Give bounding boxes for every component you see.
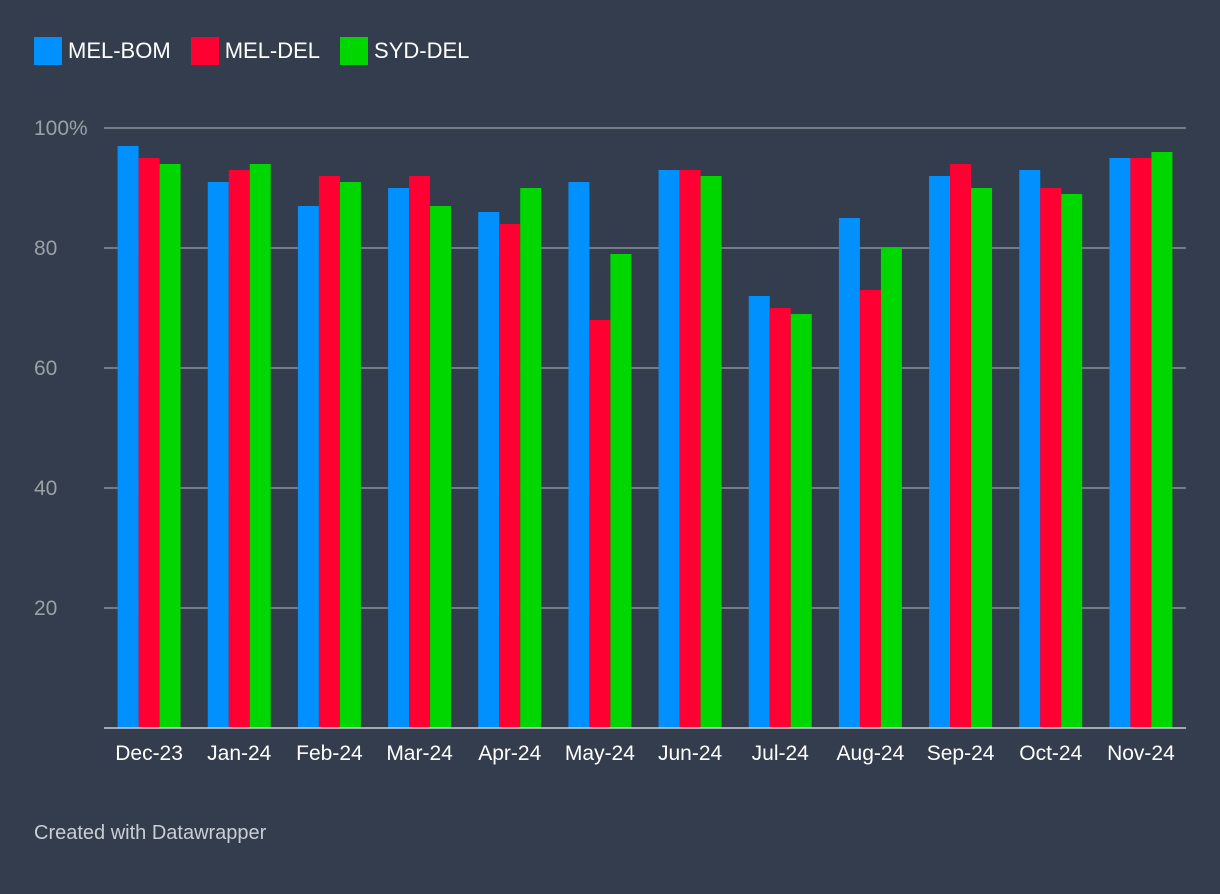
bar bbox=[159, 164, 181, 728]
legend-swatch bbox=[34, 37, 62, 65]
bar bbox=[117, 146, 139, 728]
bar bbox=[478, 212, 500, 728]
bar bbox=[297, 206, 319, 728]
bar bbox=[318, 176, 340, 728]
y-tick-label: 20 bbox=[34, 597, 57, 620]
bar bbox=[658, 170, 680, 728]
bar bbox=[228, 170, 250, 728]
x-tick-label: Feb-24 bbox=[296, 742, 363, 765]
bar bbox=[568, 182, 590, 728]
bar bbox=[929, 176, 951, 728]
bar bbox=[859, 290, 881, 728]
legend-item: MEL-DEL bbox=[190, 37, 321, 65]
bar bbox=[409, 176, 431, 728]
y-tick-label: 100% bbox=[34, 117, 88, 140]
x-tick-label: Dec-23 bbox=[115, 742, 183, 765]
legend-label: SYD-DEL bbox=[374, 38, 470, 63]
x-tick-label: Jun-24 bbox=[658, 742, 723, 765]
legend-swatch bbox=[190, 37, 219, 65]
bar bbox=[769, 308, 791, 728]
y-tick-label: 60 bbox=[34, 357, 57, 380]
x-tick-label: Jul-24 bbox=[752, 742, 810, 765]
x-tick-label: Mar-24 bbox=[386, 742, 453, 765]
x-tick-label: Aug-24 bbox=[837, 742, 905, 765]
bar bbox=[1130, 158, 1152, 728]
bar bbox=[430, 206, 452, 728]
bar bbox=[499, 224, 521, 728]
bar bbox=[207, 182, 229, 728]
bar bbox=[1019, 170, 1041, 728]
y-tick-label: 80 bbox=[34, 237, 57, 260]
bar bbox=[610, 254, 632, 728]
y-tick-label: 40 bbox=[34, 477, 57, 500]
x-tick-label: Jan-24 bbox=[207, 742, 272, 765]
x-tick-label: Nov-24 bbox=[1107, 742, 1175, 765]
bar bbox=[138, 158, 160, 728]
bar bbox=[790, 314, 812, 728]
legend-label: MEL-DEL bbox=[224, 38, 321, 63]
bar bbox=[1040, 188, 1062, 728]
legend-item: SYD-DEL bbox=[340, 37, 469, 65]
bar bbox=[339, 182, 361, 728]
bar bbox=[589, 320, 611, 728]
x-tick-label: Apr-24 bbox=[478, 742, 541, 765]
bar bbox=[1109, 158, 1131, 728]
legend: MEL-BOM MEL-DEL SYD-DEL bbox=[34, 36, 489, 66]
x-tick-label: May-24 bbox=[565, 742, 635, 765]
legend-swatch bbox=[340, 37, 369, 65]
footer-credit: Created with Datawrapper bbox=[34, 822, 267, 844]
bar bbox=[679, 170, 701, 728]
bar bbox=[1151, 152, 1173, 728]
x-tick-label: Oct-24 bbox=[1019, 742, 1082, 765]
bar bbox=[838, 218, 860, 728]
bar bbox=[520, 188, 542, 728]
legend-item: MEL-BOM bbox=[34, 37, 171, 65]
bar bbox=[880, 248, 902, 728]
x-tick-label: Sep-24 bbox=[927, 742, 995, 765]
bar bbox=[950, 164, 972, 728]
bar bbox=[748, 296, 770, 728]
bar bbox=[249, 164, 271, 728]
legend-label: MEL-BOM bbox=[68, 38, 171, 63]
bar bbox=[700, 176, 722, 728]
bar bbox=[971, 188, 993, 728]
bar bbox=[1061, 194, 1083, 728]
bar bbox=[388, 188, 410, 728]
